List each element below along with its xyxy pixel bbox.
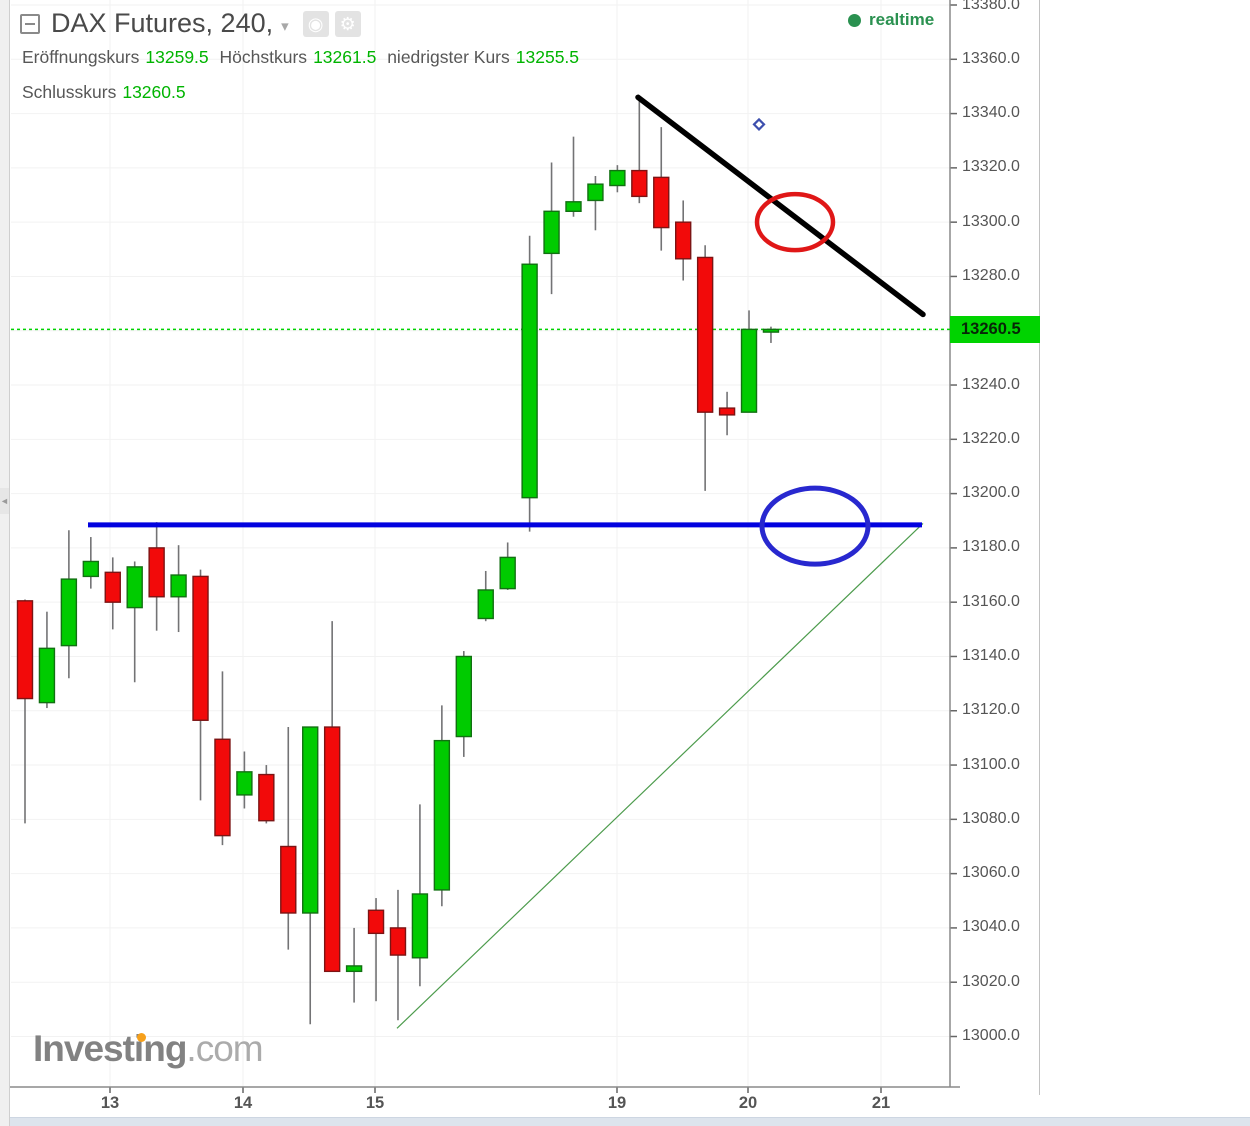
close-label: Schlusskurs bbox=[22, 82, 117, 102]
bottom-scroll-bar[interactable] bbox=[10, 1117, 1250, 1126]
watermark-brand: Investing bbox=[33, 1028, 187, 1069]
price-tick-label: 13180.0 bbox=[962, 538, 1020, 556]
realtime-dot-icon bbox=[848, 13, 861, 27]
price-tick-label: 13160.0 bbox=[962, 592, 1020, 610]
price-tick-label: 13340.0 bbox=[962, 104, 1020, 122]
price-tick-label: 13120.0 bbox=[962, 701, 1020, 719]
realtime-badge: realtime bbox=[848, 10, 934, 30]
candle-up bbox=[609, 169, 626, 187]
candle-up bbox=[477, 589, 494, 620]
candle-up bbox=[411, 893, 429, 959]
price-tick-label: 13000.0 bbox=[962, 1026, 1020, 1044]
candle-down bbox=[192, 575, 209, 721]
chart-header: DAX Futures, 240, ▾ ◉ ⚙ bbox=[20, 8, 361, 39]
toolbar-expand-arrow-icon[interactable]: ◄ bbox=[0, 488, 9, 514]
candle-down bbox=[214, 738, 231, 837]
candle-down bbox=[696, 256, 714, 413]
price-tick-label: 13220.0 bbox=[962, 429, 1020, 447]
time-tick-label: 14 bbox=[233, 1094, 253, 1112]
candle-up bbox=[455, 655, 472, 738]
candle-up bbox=[82, 560, 100, 578]
price-tick-label: 13140.0 bbox=[962, 646, 1020, 664]
chevron-down-icon[interactable]: ▾ bbox=[281, 17, 289, 35]
candle-down bbox=[389, 927, 407, 956]
close-value: 13260.5 bbox=[122, 82, 186, 102]
time-tick-label: 19 bbox=[607, 1094, 627, 1112]
candle-up bbox=[38, 647, 56, 704]
price-tick-label: 13240.0 bbox=[962, 375, 1020, 393]
candle-up bbox=[565, 201, 582, 212]
candle-up bbox=[740, 328, 758, 413]
time-tick-label: 20 bbox=[738, 1094, 758, 1112]
candle-down bbox=[631, 169, 648, 198]
watermark-orange-dot-icon bbox=[137, 1033, 146, 1042]
high-value: 13261.5 bbox=[313, 47, 377, 67]
candle-down bbox=[367, 909, 385, 935]
drawing-toolbar-collapsed[interactable]: ◄ bbox=[0, 0, 10, 1126]
candle-down bbox=[718, 407, 736, 416]
ohlc-legend-row1: Eröffnungskurs 13259.5 Höchstkurs 13261.5 … bbox=[22, 47, 585, 68]
candle-up bbox=[170, 574, 187, 598]
low-label: niedrigster Kurs bbox=[387, 47, 510, 67]
candle-down bbox=[16, 600, 34, 700]
low-value: 13255.5 bbox=[515, 47, 580, 67]
time-axis[interactable]: 13 14 15 19 20 21 bbox=[10, 1087, 960, 1117]
candle-up bbox=[126, 566, 143, 609]
time-tick-label: 13 bbox=[100, 1094, 120, 1112]
candle-down bbox=[323, 726, 341, 973]
price-tick-label: 13040.0 bbox=[962, 918, 1020, 936]
open-label: Eröffnungskurs bbox=[22, 47, 140, 67]
time-tick-label: 21 bbox=[871, 1094, 891, 1112]
candle-down bbox=[280, 845, 297, 914]
ohlc-legend-row2: Schlusskurs 13260.5 bbox=[22, 82, 192, 103]
candle-up bbox=[499, 556, 516, 590]
candle-down bbox=[104, 571, 121, 603]
candle-down bbox=[148, 547, 165, 598]
snapshot-button[interactable]: ◉ bbox=[302, 10, 329, 37]
descending-trendline[interactable] bbox=[635, 94, 926, 318]
minus-box-icon[interactable] bbox=[20, 13, 40, 34]
candle-up bbox=[521, 263, 538, 499]
candle-down bbox=[653, 176, 670, 229]
candle-up bbox=[762, 328, 780, 333]
watermark-suffix: .com bbox=[186, 1028, 263, 1069]
price-tick-label: 13360.0 bbox=[962, 49, 1020, 67]
candle-up bbox=[236, 771, 253, 796]
price-tick-label: 13320.0 bbox=[962, 158, 1020, 176]
price-axis[interactable]: 13380.0 13360.0 13340.0 13320.0 13300.0 13280… bbox=[950, 0, 1040, 1095]
blue-ellipse-annotation[interactable] bbox=[759, 485, 871, 567]
symbol-title[interactable]: DAX Futures, 240, bbox=[51, 8, 274, 38]
price-tick-label: 13300.0 bbox=[962, 212, 1020, 230]
candle-down bbox=[258, 773, 275, 822]
time-tick-label: 15 bbox=[365, 1094, 385, 1112]
price-tick-label: 13280.0 bbox=[962, 266, 1020, 284]
candle-up bbox=[433, 739, 451, 891]
ascending-trendline[interactable] bbox=[396, 523, 924, 1029]
settings-gear-button[interactable]: ⚙ bbox=[334, 10, 361, 37]
high-label: Höchstkurs bbox=[219, 47, 308, 67]
candle-up bbox=[543, 210, 560, 255]
drawing-anchor-point[interactable] bbox=[752, 117, 766, 131]
price-tick-label: 13060.0 bbox=[962, 864, 1020, 882]
candle-up bbox=[60, 578, 78, 647]
red-ellipse-annotation[interactable] bbox=[754, 191, 836, 253]
investing-watermark: Investing.com bbox=[33, 1028, 264, 1070]
realtime-label: realtime bbox=[869, 10, 935, 29]
open-value: 13259.5 bbox=[145, 47, 209, 67]
price-tick-label: 13080.0 bbox=[962, 809, 1020, 827]
price-tick-label: 13020.0 bbox=[962, 972, 1020, 990]
price-tick-label: 13380.0 bbox=[962, 0, 1020, 13]
price-tick-label: 13100.0 bbox=[962, 755, 1020, 773]
candle-down bbox=[675, 221, 692, 260]
candle-up bbox=[587, 183, 604, 202]
price-tick-label: 13200.0 bbox=[962, 484, 1020, 502]
candle-up bbox=[302, 726, 319, 914]
current-price-tag: 13260.5 bbox=[950, 316, 1040, 343]
candle-up bbox=[345, 965, 363, 973]
